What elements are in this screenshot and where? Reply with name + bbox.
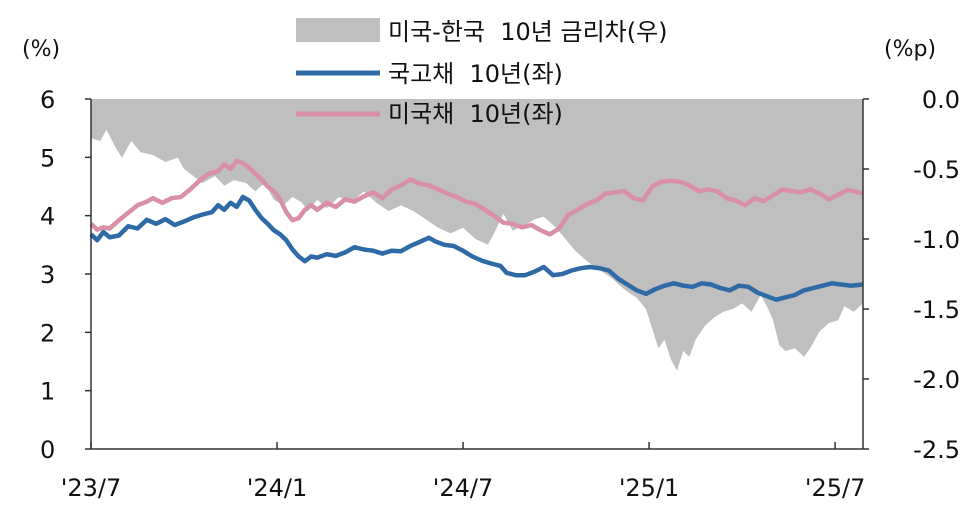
right-tick-label: -1.5 xyxy=(913,296,960,324)
line-series-layer xyxy=(89,158,864,302)
right-tick-label: -2.0 xyxy=(913,366,960,394)
legend-swatch-spread xyxy=(296,18,380,42)
left-axis-unit: (%) xyxy=(22,37,60,62)
legend-label-kr10y: 국고채 10년(좌) xyxy=(388,60,563,88)
right-tick-label: 0.0 xyxy=(922,86,960,114)
right-axis-unit: (%p) xyxy=(884,37,936,62)
left-tick-label: 4 xyxy=(40,203,55,231)
legend-item-kr10y: 국고채 10년(좌) xyxy=(296,60,563,88)
legend-label-spread: 미국-한국 10년 금리차(우) xyxy=(388,18,668,46)
left-tick-label: 1 xyxy=(40,378,55,406)
legend-item-spread: 미국-한국 10년 금리차(우) xyxy=(296,18,668,46)
right-tick-label: -1.0 xyxy=(913,226,960,254)
left-tick-label: 0 xyxy=(40,436,55,464)
x-tick-label: '24/1 xyxy=(247,474,308,502)
left-tick-label: 5 xyxy=(40,144,55,172)
legend-item-us10y: 미국채 10년(좌) xyxy=(296,100,563,128)
legend-label-us10y: 미국채 10년(좌) xyxy=(388,100,563,128)
right-tick-label: -2.5 xyxy=(913,436,960,464)
series-line-kr10y xyxy=(89,194,864,302)
x-tick-label: '24/7 xyxy=(433,474,494,502)
spread-area-layer xyxy=(91,99,863,371)
series-area-spread xyxy=(91,99,863,371)
series-line-us10y xyxy=(89,158,864,237)
x-tick-label: '25/1 xyxy=(619,474,680,502)
right-tick-label: -0.5 xyxy=(913,156,960,184)
ticks-layer: 0 1 2 3 4 5 6 0.0 -0.5 -1.0 -1.5 -2.0 -2.5 '23/7 '24/1… xyxy=(40,86,960,502)
x-tick-label: '25/7 xyxy=(805,474,866,502)
legend: 미국-한국 10년 금리차(우) 국고채 10년(좌) 미국채 10년(좌) xyxy=(296,18,668,128)
left-tick-label: 2 xyxy=(40,319,55,347)
left-tick-label: 6 xyxy=(40,86,55,114)
x-tick-label: '23/7 xyxy=(61,474,122,502)
left-tick-label: 3 xyxy=(40,261,55,289)
